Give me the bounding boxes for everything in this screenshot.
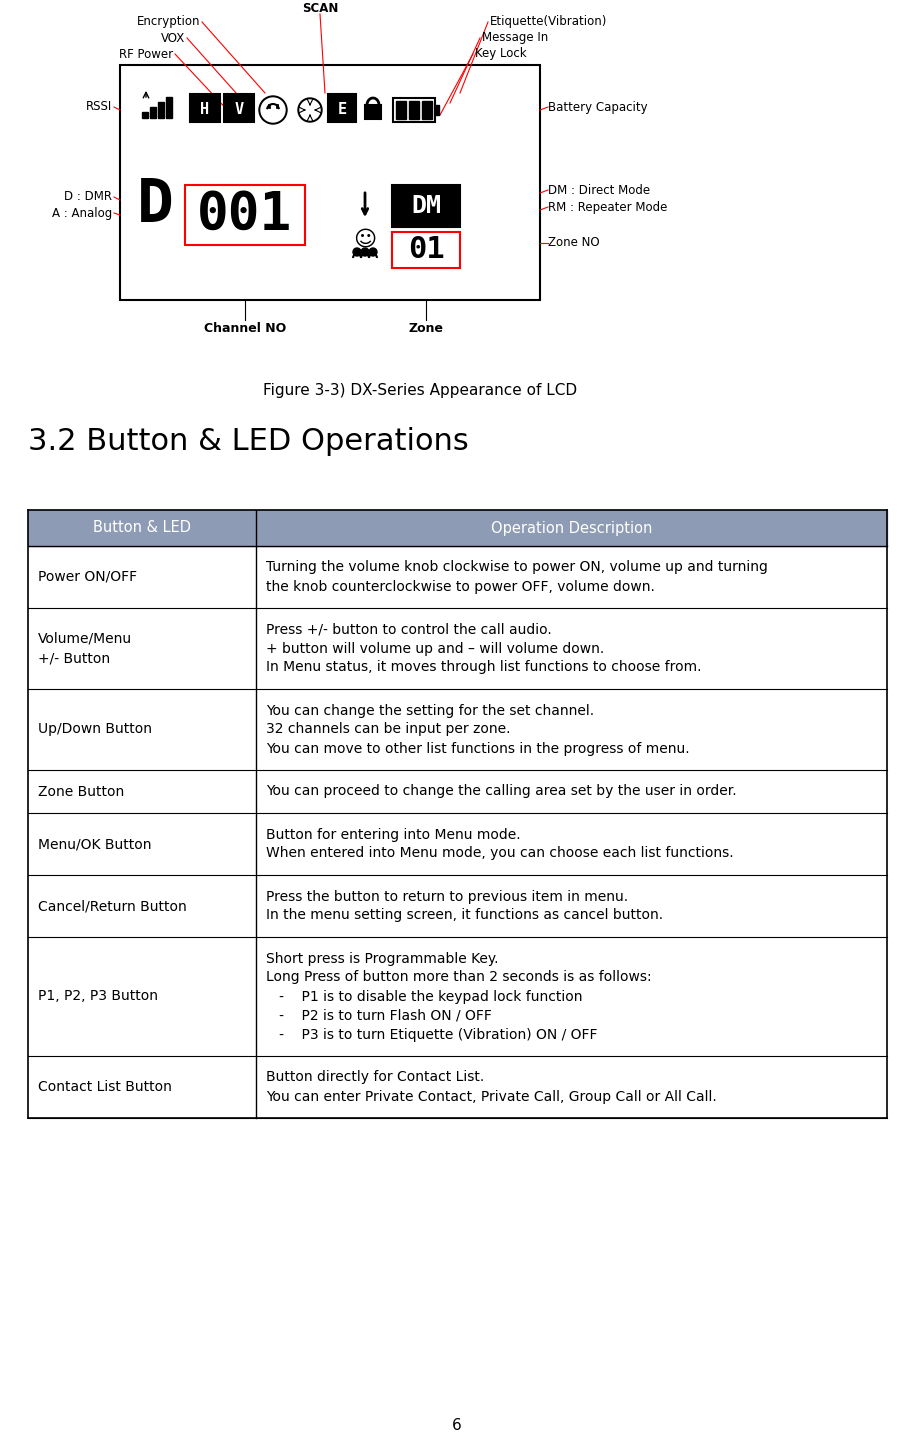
Bar [28,510,887,546]
Bar [365,104,381,119]
Text: H: H [200,103,210,117]
Circle shape [353,248,361,256]
Text: Menu/OK Button: Menu/OK Button [38,838,152,851]
Text: Zone: Zone [408,322,444,335]
Text: You can move to other list functions in the progress of menu.: You can move to other list functions in … [265,742,689,755]
Text: +/- Button: +/- Button [38,651,110,665]
Text: 001: 001 [198,188,293,241]
Text: Button directly for Contact List.: Button directly for Contact List. [265,1071,484,1084]
Text: Power ON/OFF: Power ON/OFF [38,569,137,584]
Bar [28,938,887,1056]
Text: Channel NO: Channel NO [204,322,286,335]
Text: Cancel/Return Button: Cancel/Return Button [38,898,187,913]
Text: D : DMR: D : DMR [64,190,112,203]
Bar [185,185,305,245]
Circle shape [261,99,285,122]
Text: RM : Repeater Mode: RM : Repeater Mode [548,200,667,213]
Text: Volume/Menu: Volume/Menu [38,632,132,646]
Text: Press +/- button to control the call audio.: Press +/- button to control the call aud… [265,623,552,636]
Text: VOX: VOX [161,32,185,45]
Text: Contact List Button: Contact List Button [38,1080,172,1094]
Text: Encryption: Encryption [136,16,200,29]
Text: DM : Direct Mode: DM : Direct Mode [548,184,651,197]
Bar [435,104,439,114]
Text: -    P3 is to turn Etiquette (Vibration) ON / OFF: - P3 is to turn Etiquette (Vibration) ON… [265,1027,597,1042]
Text: When entered into Menu mode, you can choose each list functions.: When entered into Menu mode, you can cho… [265,846,733,861]
Text: Long Press of button more than 2 seconds is as follows:: Long Press of button more than 2 seconds… [265,971,651,984]
Text: Press the button to return to previous item in menu.: Press the button to return to previous i… [265,890,628,904]
Text: 6: 6 [452,1417,462,1433]
Bar [422,101,432,119]
Bar [166,97,172,117]
Text: 32 channels can be input per zone.: 32 channels can be input per zone. [265,723,511,736]
Text: + button will volume up and – will volume down.: + button will volume up and – will volum… [265,642,604,655]
Bar [190,94,220,122]
Circle shape [369,248,377,256]
Bar [158,101,164,117]
Text: RF Power: RF Power [119,48,173,61]
Circle shape [300,100,320,120]
Text: DM: DM [411,194,441,217]
Text: Zone NO: Zone NO [548,236,599,249]
Bar [28,769,887,813]
Bar [392,232,460,268]
Text: In the menu setting screen, it functions as cancel button.: In the menu setting screen, it functions… [265,909,662,923]
Text: Turning the volume knob clockwise to power ON, volume up and turning: Turning the volume knob clockwise to pow… [265,561,768,574]
Text: 01: 01 [407,236,445,265]
Text: the knob counterclockwise to power OFF, volume down.: the knob counterclockwise to power OFF, … [265,580,654,594]
Text: Message In: Message In [482,32,548,45]
Bar [28,813,887,875]
Text: SCAN: SCAN [302,1,339,14]
Text: Key Lock: Key Lock [475,48,527,61]
Text: Up/Down Button: Up/Down Button [38,723,152,736]
Text: Button & LED: Button & LED [92,520,191,536]
Circle shape [298,99,322,122]
Bar [28,690,887,769]
Text: -    P2 is to turn Flash ON / OFF: - P2 is to turn Flash ON / OFF [265,1009,491,1023]
Bar [28,546,887,609]
Text: Short press is Programmable Key.: Short press is Programmable Key. [265,952,498,965]
Text: V: V [234,103,243,117]
Circle shape [361,248,369,256]
Text: Etiquette(Vibration): Etiquette(Vibration) [490,16,608,29]
Text: In Menu status, it moves through list functions to choose from.: In Menu status, it moves through list fu… [265,661,701,674]
Text: You can proceed to change the calling area set by the user in order.: You can proceed to change the calling ar… [265,784,737,798]
Bar [28,1056,887,1119]
Text: RSSI: RSSI [86,100,112,113]
Bar [150,107,156,117]
Bar [142,112,148,117]
Text: Figure 3-3) DX-Series Appearance of LCD: Figure 3-3) DX-Series Appearance of LCD [263,383,577,397]
Bar [409,101,419,119]
Text: -    P1 is to disable the keypad lock function: - P1 is to disable the keypad lock funct… [265,990,582,1004]
Bar [28,609,887,690]
Text: D: D [136,175,173,235]
Bar [120,65,540,300]
Text: You can enter Private Contact, Private Call, Group Call or All Call.: You can enter Private Contact, Private C… [265,1090,716,1104]
Bar [28,875,887,938]
Text: E: E [338,103,347,117]
Text: You can change the setting for the set channel.: You can change the setting for the set c… [265,704,594,717]
Text: A : Analog: A : Analog [52,207,112,219]
Text: 3.2 Button & LED Operations: 3.2 Button & LED Operations [28,427,468,456]
Circle shape [259,96,287,125]
Bar [396,101,406,119]
Bar [392,185,460,227]
Bar [224,94,254,122]
Text: Operation Description: Operation Description [490,520,652,536]
Text: Battery Capacity: Battery Capacity [548,100,648,113]
Text: ☺: ☺ [353,230,377,251]
Text: P1, P2, P3 Button: P1, P2, P3 Button [38,990,158,1004]
Bar [328,94,356,122]
Text: Button for entering into Menu mode.: Button for entering into Menu mode. [265,827,521,842]
Bar [393,99,435,122]
Text: Zone Button: Zone Button [38,784,124,798]
